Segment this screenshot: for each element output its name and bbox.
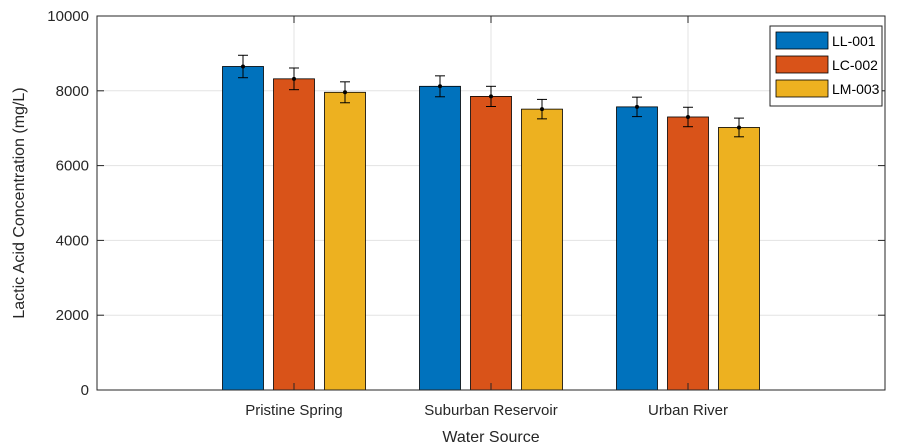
error-bar-center <box>635 104 639 109</box>
legend-swatch <box>775 31 829 50</box>
bar <box>470 96 512 391</box>
y-tick-label: 6000 <box>56 158 89 175</box>
legend-swatch <box>775 55 829 74</box>
bar <box>273 78 315 391</box>
y-tick-label: 10000 <box>47 8 89 25</box>
y-tick-label: 4000 <box>56 232 89 249</box>
error-bar-center <box>686 114 690 119</box>
y-tick-label: 8000 <box>56 83 89 100</box>
bar <box>718 127 760 391</box>
bar <box>616 106 658 391</box>
x-axis-title: Water Source <box>442 429 539 446</box>
error-bar-center <box>489 94 493 99</box>
legend-label: LM-003 <box>832 81 880 97</box>
bar <box>667 116 709 391</box>
error-bar-center <box>292 76 296 81</box>
tick-labels-layer: 0 2000 4000 6000 8000 10000 Pristine Spring Sub… <box>47 8 728 419</box>
x-tick-label: Suburban Reservoir <box>424 402 557 419</box>
bar <box>222 66 264 391</box>
legend-swatch <box>775 79 829 98</box>
y-tick-label: 0 <box>81 382 89 399</box>
bars-layer <box>222 66 760 391</box>
bar <box>324 91 366 391</box>
x-tick-label: Pristine Spring <box>245 402 343 419</box>
error-bar-center <box>438 84 442 89</box>
legend-label: LC-002 <box>832 57 878 73</box>
error-bar-center <box>241 64 245 69</box>
bar <box>419 85 461 391</box>
error-bar-center <box>737 125 741 130</box>
legend-label: LL-001 <box>832 33 876 49</box>
y-tick-label: 2000 <box>56 307 89 324</box>
y-axis-title: Lactic Acid Concentration (mg/L) <box>11 87 28 318</box>
error-bar-center <box>540 107 544 112</box>
error-bars-layer <box>238 54 744 138</box>
legend: LL-001 LC-002 LM-003 <box>769 25 883 107</box>
bar <box>521 108 563 391</box>
error-bar-center <box>343 90 347 95</box>
x-tick-label: Urban River <box>648 402 728 419</box>
axes-layer <box>96 15 886 391</box>
